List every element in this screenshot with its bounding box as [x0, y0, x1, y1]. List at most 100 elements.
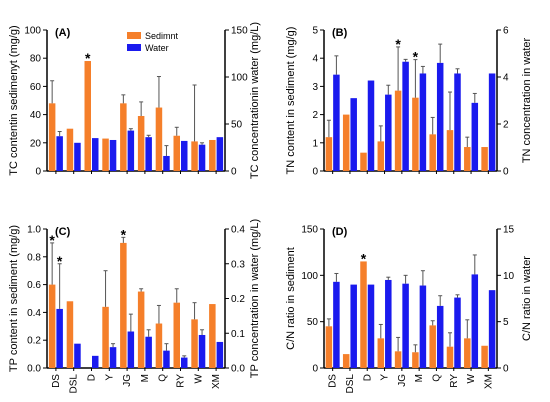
bar-sediment-jg — [394, 351, 402, 368]
panel-label: (B) — [332, 27, 348, 39]
left-tick-label: 0.8 — [27, 252, 41, 263]
bar-water-w — [471, 102, 479, 171]
bar-sediment-w — [191, 319, 198, 368]
category-label-d: D — [362, 374, 373, 381]
right-tick-label: 0.4 — [231, 225, 245, 236]
right-tick-label: 15 — [503, 225, 515, 236]
bar-water-jg — [127, 331, 135, 368]
category-label-m: M — [140, 374, 151, 382]
category-label-ds: DS — [328, 374, 339, 388]
right-tick-label: 0.2 — [231, 294, 245, 305]
bar-sediment-m — [412, 97, 419, 171]
bar-water-d — [92, 138, 99, 171]
bar-sediment-w — [191, 141, 198, 171]
right-tick-label: 4 — [503, 73, 509, 84]
right-tick-label: 0.3 — [231, 259, 245, 270]
panel-label: (D) — [332, 226, 348, 238]
bar-water-m — [145, 137, 152, 171]
bar-sediment-ds — [325, 326, 333, 368]
significance-star: * — [413, 49, 419, 65]
bar-sediment-y — [102, 306, 109, 368]
bar-water-ds — [56, 136, 63, 171]
bar-sediment-ds — [48, 103, 56, 171]
left-tick-label: 100 — [301, 271, 318, 282]
chart-panel-2: 0 1 2 3 4 5 0 2 4 6 TN content in sediment (mg/g) T… — [285, 26, 533, 178]
bar-sediment-jg — [120, 242, 127, 368]
bar-sediment-y — [377, 141, 385, 171]
bar-water-dsl — [74, 142, 81, 171]
bar-water-d — [92, 355, 99, 368]
category-label-ry: RY — [449, 374, 460, 388]
bar-sediment-ry — [446, 130, 454, 171]
legend-label-sediment: Sedimnt — [145, 31, 179, 41]
left-tick-label: 60 — [30, 82, 42, 93]
legend-swatch-water — [127, 44, 141, 51]
bar-sediment-ry — [173, 135, 180, 171]
bar-sediment-m — [412, 352, 419, 368]
bar-water-ry — [181, 357, 188, 368]
bar-water-m — [419, 73, 427, 171]
left-tick-label: 150 — [301, 225, 318, 236]
bar-water-xm — [216, 341, 224, 368]
right-axis-title: TC concentrationin water (mg/L) — [249, 22, 261, 179]
bar-sediment-y — [102, 138, 109, 171]
bar-water-jg — [402, 61, 409, 171]
bar-sediment-d — [360, 152, 367, 171]
right-axis-title: TP concentration in water (mg/L) — [249, 219, 261, 378]
category-label-xm: XM — [211, 374, 222, 389]
bar-water-jg — [127, 130, 135, 171]
left-tick-label: 0.2 — [27, 336, 41, 347]
category-label-ds: DS — [51, 374, 62, 388]
bar-sediment-q — [429, 325, 436, 368]
left-tick-label: 0.0 — [27, 364, 41, 375]
bar-water-q — [436, 62, 444, 171]
panel-label: (C) — [55, 226, 71, 238]
left-tick-label: 50 — [307, 317, 319, 328]
left-tick-label: 0.6 — [27, 280, 41, 291]
bar-water-jg — [402, 283, 409, 368]
left-tick-label: 1 — [312, 138, 318, 149]
chart-panel-1: 0 20 40 60 80 100 0 50 100 150 TC contentin sedime… — [8, 22, 261, 179]
significance-star: * — [57, 253, 63, 269]
bar-sediment-m — [137, 291, 145, 368]
bar-water-y — [385, 94, 392, 171]
category-label-xm: XM — [483, 374, 494, 389]
bar-sediment-ds — [325, 137, 333, 171]
left-axis-title: C/N ratio in sediment — [285, 247, 297, 350]
significance-star: * — [85, 50, 91, 66]
bar-water-xm — [488, 73, 496, 171]
left-tick-label: 2 — [312, 110, 318, 121]
bar-sediment-ry — [446, 346, 454, 368]
category-label-w: W — [193, 373, 204, 383]
significance-star: * — [121, 226, 127, 242]
significance-star: * — [361, 250, 367, 266]
legend-swatch-sediment — [127, 32, 141, 39]
significance-star: * — [395, 36, 401, 52]
bar-sediment-xm — [209, 139, 216, 171]
bar-water-m — [419, 285, 427, 368]
left-tick-label: 3 — [312, 82, 318, 93]
left-tick-label: 80 — [30, 54, 42, 65]
right-axis-title: C/N ratio in water — [521, 256, 533, 341]
right-tick-label: 50 — [231, 120, 243, 131]
left-tick-label: 0 — [312, 167, 318, 178]
right-tick-label: 0 — [231, 167, 237, 178]
left-axis-title: TN content in sediment (mg/g) — [285, 27, 297, 175]
significance-star: * — [49, 232, 55, 248]
right-tick-label: 0.1 — [231, 329, 245, 340]
left-tick-label: 20 — [30, 138, 42, 149]
bar-sediment-jg — [394, 90, 402, 171]
bar-sediment-dsl — [66, 128, 74, 171]
bar-sediment-q — [429, 134, 436, 171]
left-tick-label: 40 — [30, 110, 42, 121]
bar-water-w — [198, 334, 206, 368]
bar-sediment-dsl — [342, 114, 350, 171]
bar-sediment-q — [155, 107, 163, 171]
category-label-d: D — [87, 374, 98, 381]
bar-sediment-w — [464, 147, 471, 171]
right-tick-label: 5 — [503, 317, 509, 328]
category-label-dsl: DSL — [69, 374, 80, 394]
bar-water-dsl — [74, 343, 81, 368]
bar-sediment-ds — [48, 284, 56, 368]
right-tick-label: 0.0 — [231, 364, 245, 375]
